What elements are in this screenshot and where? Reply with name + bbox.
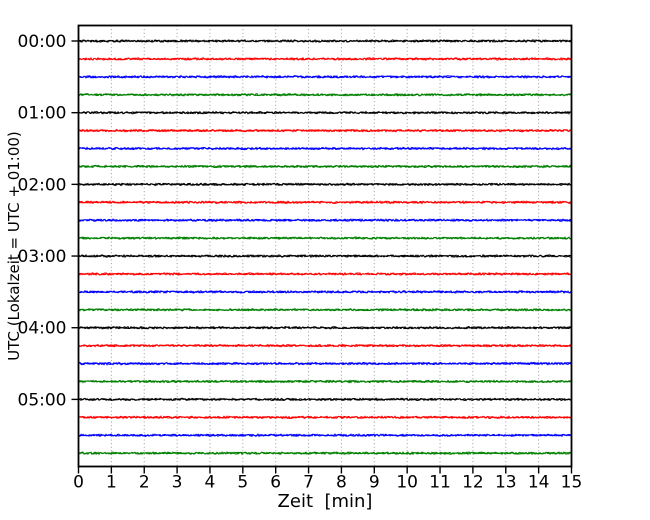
trace-00:45 (78, 93, 572, 97)
y-tick-label-03:00: 03:00 (18, 247, 67, 267)
trace-02:45 (78, 236, 572, 240)
trace-00:15 (78, 57, 572, 61)
x-axis-label: Zeit [min] (277, 491, 373, 512)
x-tick-label-2: 2 (139, 473, 150, 493)
trace-03:30 (78, 290, 572, 294)
trace-05:45 (78, 451, 572, 455)
y-tick-label-00:00: 00:00 (18, 32, 67, 52)
x-tick-label-8: 8 (336, 473, 347, 493)
x-tick-label-13: 13 (495, 473, 517, 493)
x-tick-label-5: 5 (237, 473, 248, 493)
x-tick-label-0: 0 (73, 473, 84, 493)
trace-01:30 (78, 146, 572, 151)
trace-05:15 (78, 415, 572, 420)
trace-03:00 (78, 254, 572, 258)
trace-04:30 (78, 361, 572, 366)
y-tick-label-05:00: 05:00 (18, 390, 67, 410)
trace-01:00 (78, 111, 572, 115)
x-tick-label-1: 1 (106, 473, 117, 493)
y-tick-label-02:00: 02:00 (18, 175, 67, 195)
trace-00:00 (78, 39, 572, 43)
x-tick-label-3: 3 (172, 473, 183, 493)
x-tick-label-14: 14 (528, 473, 550, 493)
trace-02:15 (78, 200, 572, 204)
x-tick-label-12: 12 (462, 473, 484, 493)
x-tick-label-6: 6 (270, 473, 281, 493)
y-tick-label-04:00: 04:00 (18, 319, 67, 339)
trace-04:00 (78, 326, 572, 330)
y-axis-label: UTC (Lokalzeit = UTC + 01:00) (5, 131, 23, 361)
x-tick-label-10: 10 (396, 473, 418, 493)
trace-02:00 (78, 182, 572, 186)
trace-01:45 (78, 164, 572, 169)
x-tick-label-11: 11 (429, 473, 451, 493)
trace-01:15 (78, 128, 572, 133)
x-tick-label-7: 7 (303, 473, 314, 493)
trace-04:45 (78, 379, 572, 384)
trace-04:00 (78, 325, 572, 330)
trace-02:30 (78, 218, 572, 222)
trace-04:15 (78, 343, 572, 348)
plot-border (77, 24, 573, 468)
trace-01:45 (78, 164, 572, 169)
y-tick-label-01:00: 01:00 (18, 104, 67, 124)
trace-03:15 (79, 272, 572, 276)
x-tick-label-9: 9 (369, 473, 380, 493)
x-tick-label-4: 4 (205, 473, 216, 493)
trace-00:30 (78, 75, 572, 79)
trace-03:45 (78, 308, 572, 312)
x-tick-label-15: 15 (561, 473, 583, 493)
trace-05:00 (78, 397, 572, 402)
trace-05:15 (78, 415, 572, 419)
trace-05:30 (78, 433, 572, 437)
